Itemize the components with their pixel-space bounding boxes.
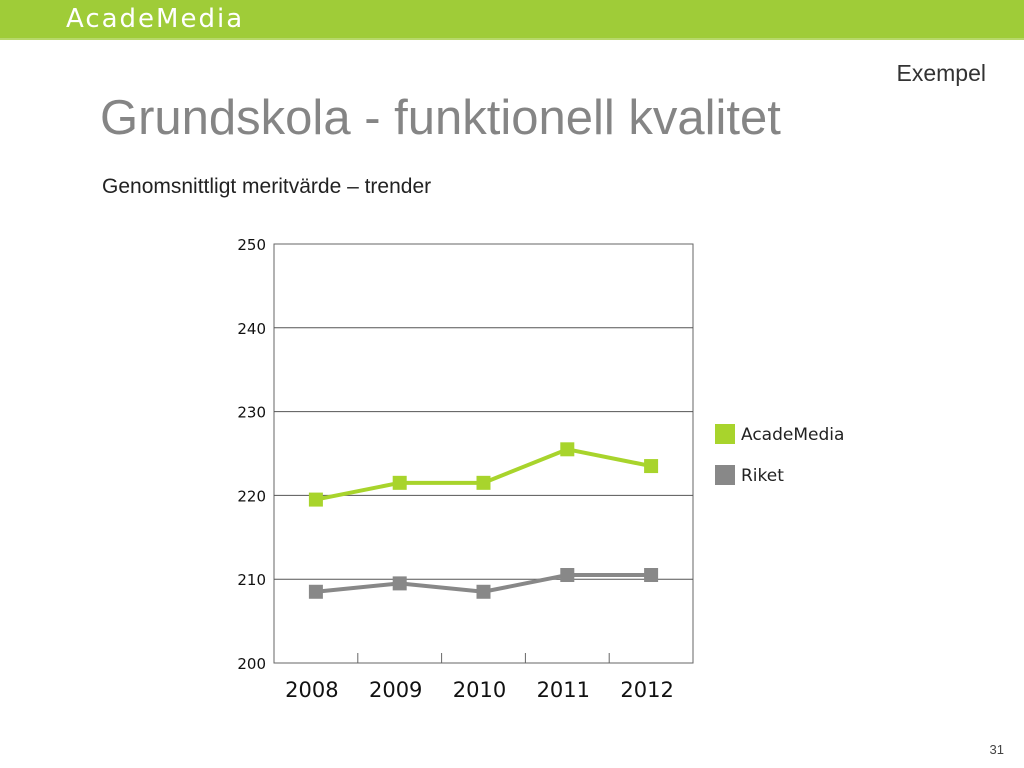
y-tick-label-250: 250 <box>237 236 266 254</box>
legend-swatch-academedia <box>715 424 735 444</box>
data-point-riket-2012 <box>644 568 659 583</box>
example-tag: Exempel <box>896 60 986 86</box>
data-point-academedia-2011 <box>560 442 575 457</box>
slide-subtitle: Genomsnittligt meritvärde – trender <box>102 175 432 198</box>
slide-title: Grundskola - funktionell kvalitet <box>100 91 781 145</box>
plot-area <box>273 243 694 664</box>
data-point-academedia-2009 <box>392 475 407 490</box>
x-tick-label-2011: 2011 <box>537 678 590 702</box>
page-number: 31 <box>989 742 1004 757</box>
legend-swatch-riket <box>715 465 735 485</box>
y-tick-label-220: 220 <box>237 487 266 505</box>
data-point-riket-2010 <box>476 584 491 599</box>
data-point-academedia-2008 <box>308 492 323 507</box>
data-point-riket-2011 <box>560 568 575 583</box>
x-tick-label-2012: 2012 <box>620 678 673 702</box>
data-point-riket-2008 <box>308 584 323 599</box>
x-tick-label-2008: 2008 <box>285 678 338 702</box>
data-point-academedia-2012 <box>644 459 659 474</box>
y-tick-label-200: 200 <box>237 655 266 673</box>
legend-label-riket: Riket <box>741 466 784 486</box>
y-tick-label-230: 230 <box>237 404 266 422</box>
y-tick-label-240: 240 <box>237 320 266 338</box>
data-point-riket-2009 <box>392 576 407 591</box>
y-tick-label-210: 210 <box>237 571 266 589</box>
data-point-academedia-2010 <box>476 475 491 490</box>
x-tick-label-2010: 2010 <box>453 678 506 702</box>
x-tick-label-2009: 2009 <box>369 678 422 702</box>
header-bar: AcadeMedia <box>0 0 1024 40</box>
academedia-logo: AcadeMedia <box>66 4 245 34</box>
legend-label-academedia: AcadeMedia <box>741 425 844 445</box>
